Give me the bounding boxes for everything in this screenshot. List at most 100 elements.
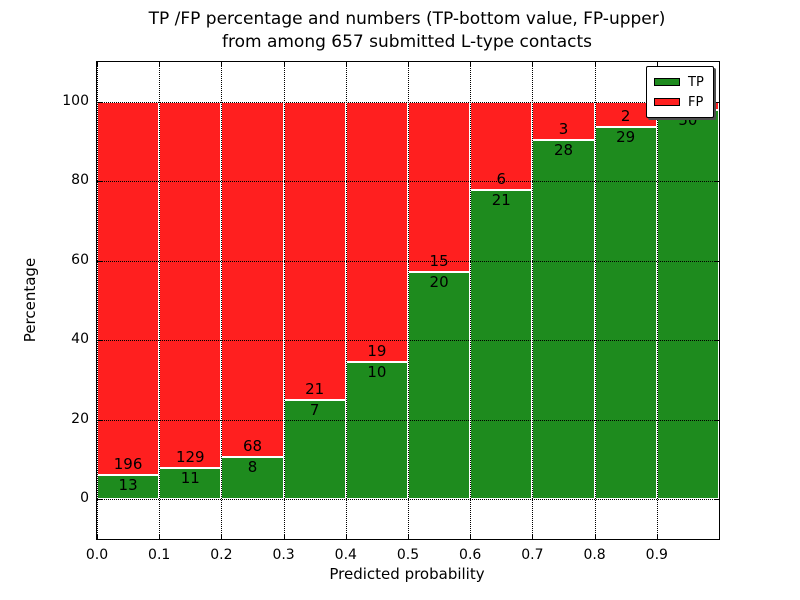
y-tick-mark-right — [714, 181, 719, 183]
tp-count-label: 21 — [491, 191, 511, 210]
y-tick-mark — [97, 101, 102, 103]
tp-count-label: 8 — [247, 458, 258, 477]
gridline-vertical — [408, 62, 409, 539]
bar-segment-tp — [656, 109, 719, 500]
x-tick-mark — [221, 534, 223, 539]
tp-count-label: 29 — [616, 128, 636, 147]
x-tick-label: 0.2 — [210, 547, 233, 563]
fp-count-label: 3 — [558, 120, 569, 139]
chart-title-line2: from among 657 submitted L-type contacts — [221, 32, 592, 52]
bar-segment-fp — [221, 101, 284, 458]
fp-count-label: 129 — [175, 448, 205, 467]
y-tick-mark-right — [714, 260, 719, 262]
y-tick-label: 40 — [71, 331, 89, 348]
x-tick-mark-top — [97, 62, 98, 67]
y-axis-title: Percentage — [21, 257, 39, 343]
x-tick-label: 0.8 — [583, 547, 606, 563]
x-tick-mark-top — [470, 62, 472, 67]
x-tick-label: 0.3 — [272, 547, 295, 563]
legend-label-tp: TP — [688, 74, 704, 90]
x-tick-mark — [283, 534, 285, 539]
y-tick-label: 80 — [71, 172, 89, 189]
y-tick-mark-right — [714, 419, 719, 421]
fp-count-label: 21 — [305, 379, 325, 398]
y-tick-mark-right — [714, 340, 719, 342]
x-tick-mark-top — [532, 62, 534, 67]
bar-segment-tp — [97, 474, 160, 500]
gridline-vertical — [594, 62, 596, 539]
fp-color-swatch — [654, 98, 680, 106]
tp-count-label: 20 — [429, 273, 449, 292]
y-tick-mark — [97, 340, 102, 342]
x-tick-mark — [345, 534, 347, 539]
x-tick-label: 0.6 — [459, 547, 482, 563]
y-tick-label: 0 — [80, 490, 89, 507]
gridline-vertical — [159, 62, 161, 539]
tp-color-swatch — [654, 78, 680, 86]
bar-segment-fp — [345, 101, 408, 363]
x-tick-label: 0.5 — [396, 547, 420, 563]
x-tick-mark — [656, 534, 658, 539]
x-tick-label: 0.7 — [521, 547, 544, 563]
tp-count-label: 13 — [118, 475, 138, 494]
gridline-vertical — [656, 62, 658, 539]
gridline-vertical — [470, 62, 472, 539]
bar-segment-tp — [532, 140, 595, 500]
gridline-vertical — [532, 62, 534, 539]
plot-area: 196 13 129 11 68 8 21 7 19 10 15 20 6 21 3 28 2 29 50 0.0 0.… — [62, 61, 720, 563]
bar-segment-tp — [594, 127, 657, 500]
x-tick-mark-top — [345, 62, 347, 67]
x-tick-mark-top — [656, 62, 658, 67]
bar-segment-fp — [283, 101, 346, 400]
x-axis-title: Predicted probability — [329, 565, 485, 583]
x-tick-mark-top — [221, 62, 223, 67]
fp-count-label: 196 — [113, 454, 143, 473]
y-tick-mark-right — [714, 499, 719, 501]
x-tick-label: 0.0 — [85, 547, 109, 563]
fp-count-label: 2 — [620, 107, 631, 126]
tp-count-label: 7 — [309, 400, 320, 419]
x-tick-mark — [470, 534, 472, 539]
chart-title: TP /FP percentage and numbers (TP-bottom… — [96, 8, 718, 54]
chart-title-line1: TP /FP percentage and numbers (TP-bottom… — [148, 9, 666, 29]
legend-item-fp: FP — [654, 92, 704, 112]
fp-count-label: 68 — [242, 437, 263, 456]
y-tick-mark — [97, 260, 102, 262]
fp-count-label: 19 — [367, 342, 387, 361]
gridline-vertical — [283, 62, 285, 539]
x-tick-mark-top — [408, 62, 409, 67]
legend-label-fp: FP — [688, 94, 704, 110]
x-tick-label: 0.4 — [334, 547, 357, 563]
tp-count-label: 10 — [367, 363, 387, 382]
x-tick-mark — [159, 534, 161, 539]
y-tick-mark — [97, 419, 102, 421]
y-tick-mark — [97, 181, 102, 183]
y-tick-label: 60 — [71, 251, 89, 268]
y-tick-label: 100 — [62, 92, 89, 109]
gridline-vertical — [221, 62, 223, 539]
y-tick-label: 20 — [71, 410, 89, 427]
x-tick-mark-top — [283, 62, 285, 67]
x-tick-mark — [532, 534, 534, 539]
fp-count-label: 6 — [496, 170, 507, 189]
bar-segment-tp — [408, 272, 471, 500]
y-tick-mark-right — [714, 101, 719, 103]
bar-segment-tp — [345, 362, 408, 500]
x-tick-label: 0.1 — [148, 547, 171, 563]
bar-segment-tp — [283, 399, 346, 500]
bar-segment-fp — [408, 101, 471, 273]
legend-item-tp: TP — [654, 72, 704, 92]
bar-segment-tp — [470, 190, 533, 500]
x-tick-mark — [594, 534, 596, 539]
gridline-vertical — [345, 62, 347, 539]
fp-count-label: 15 — [429, 252, 449, 271]
gridline-vertical — [97, 62, 98, 539]
tp-count-label: 11 — [180, 469, 200, 488]
legend: TP FP — [646, 66, 714, 118]
tp-count-label: 28 — [553, 141, 574, 160]
x-tick-mark — [408, 534, 409, 539]
bar-segment-fp — [159, 101, 222, 469]
x-tick-mark-top — [159, 62, 161, 67]
x-tick-label: 0.9 — [645, 547, 668, 563]
